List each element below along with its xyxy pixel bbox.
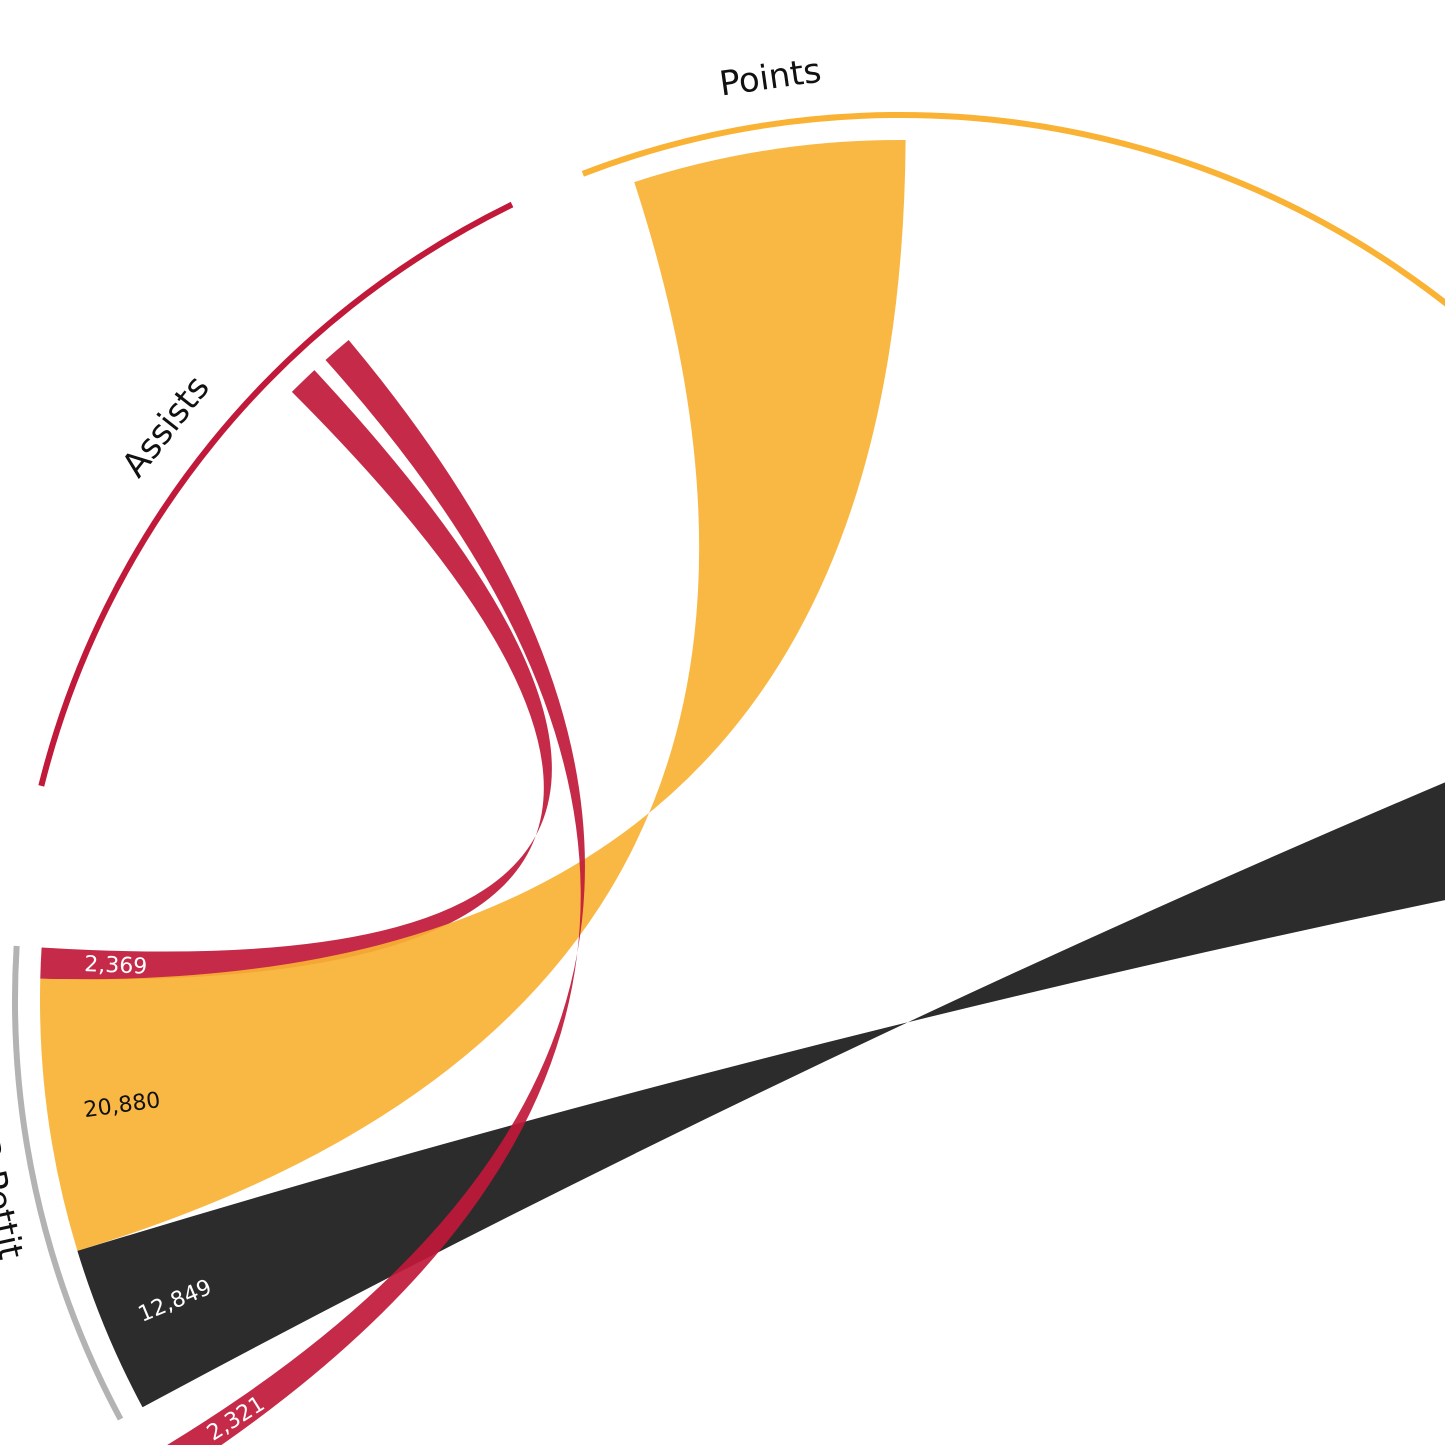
ribbons <box>40 139 1445 1445</box>
ribbon <box>40 139 906 1251</box>
group-label: Assists <box>114 368 217 485</box>
player-ring <box>12 945 124 1421</box>
group-ring <box>38 201 514 787</box>
group-ring <box>581 112 1445 307</box>
ribbon <box>40 370 552 980</box>
value-label: 2,321 <box>203 1392 270 1445</box>
value-label: 2,369 <box>84 952 148 980</box>
group-label: Points <box>717 51 824 105</box>
